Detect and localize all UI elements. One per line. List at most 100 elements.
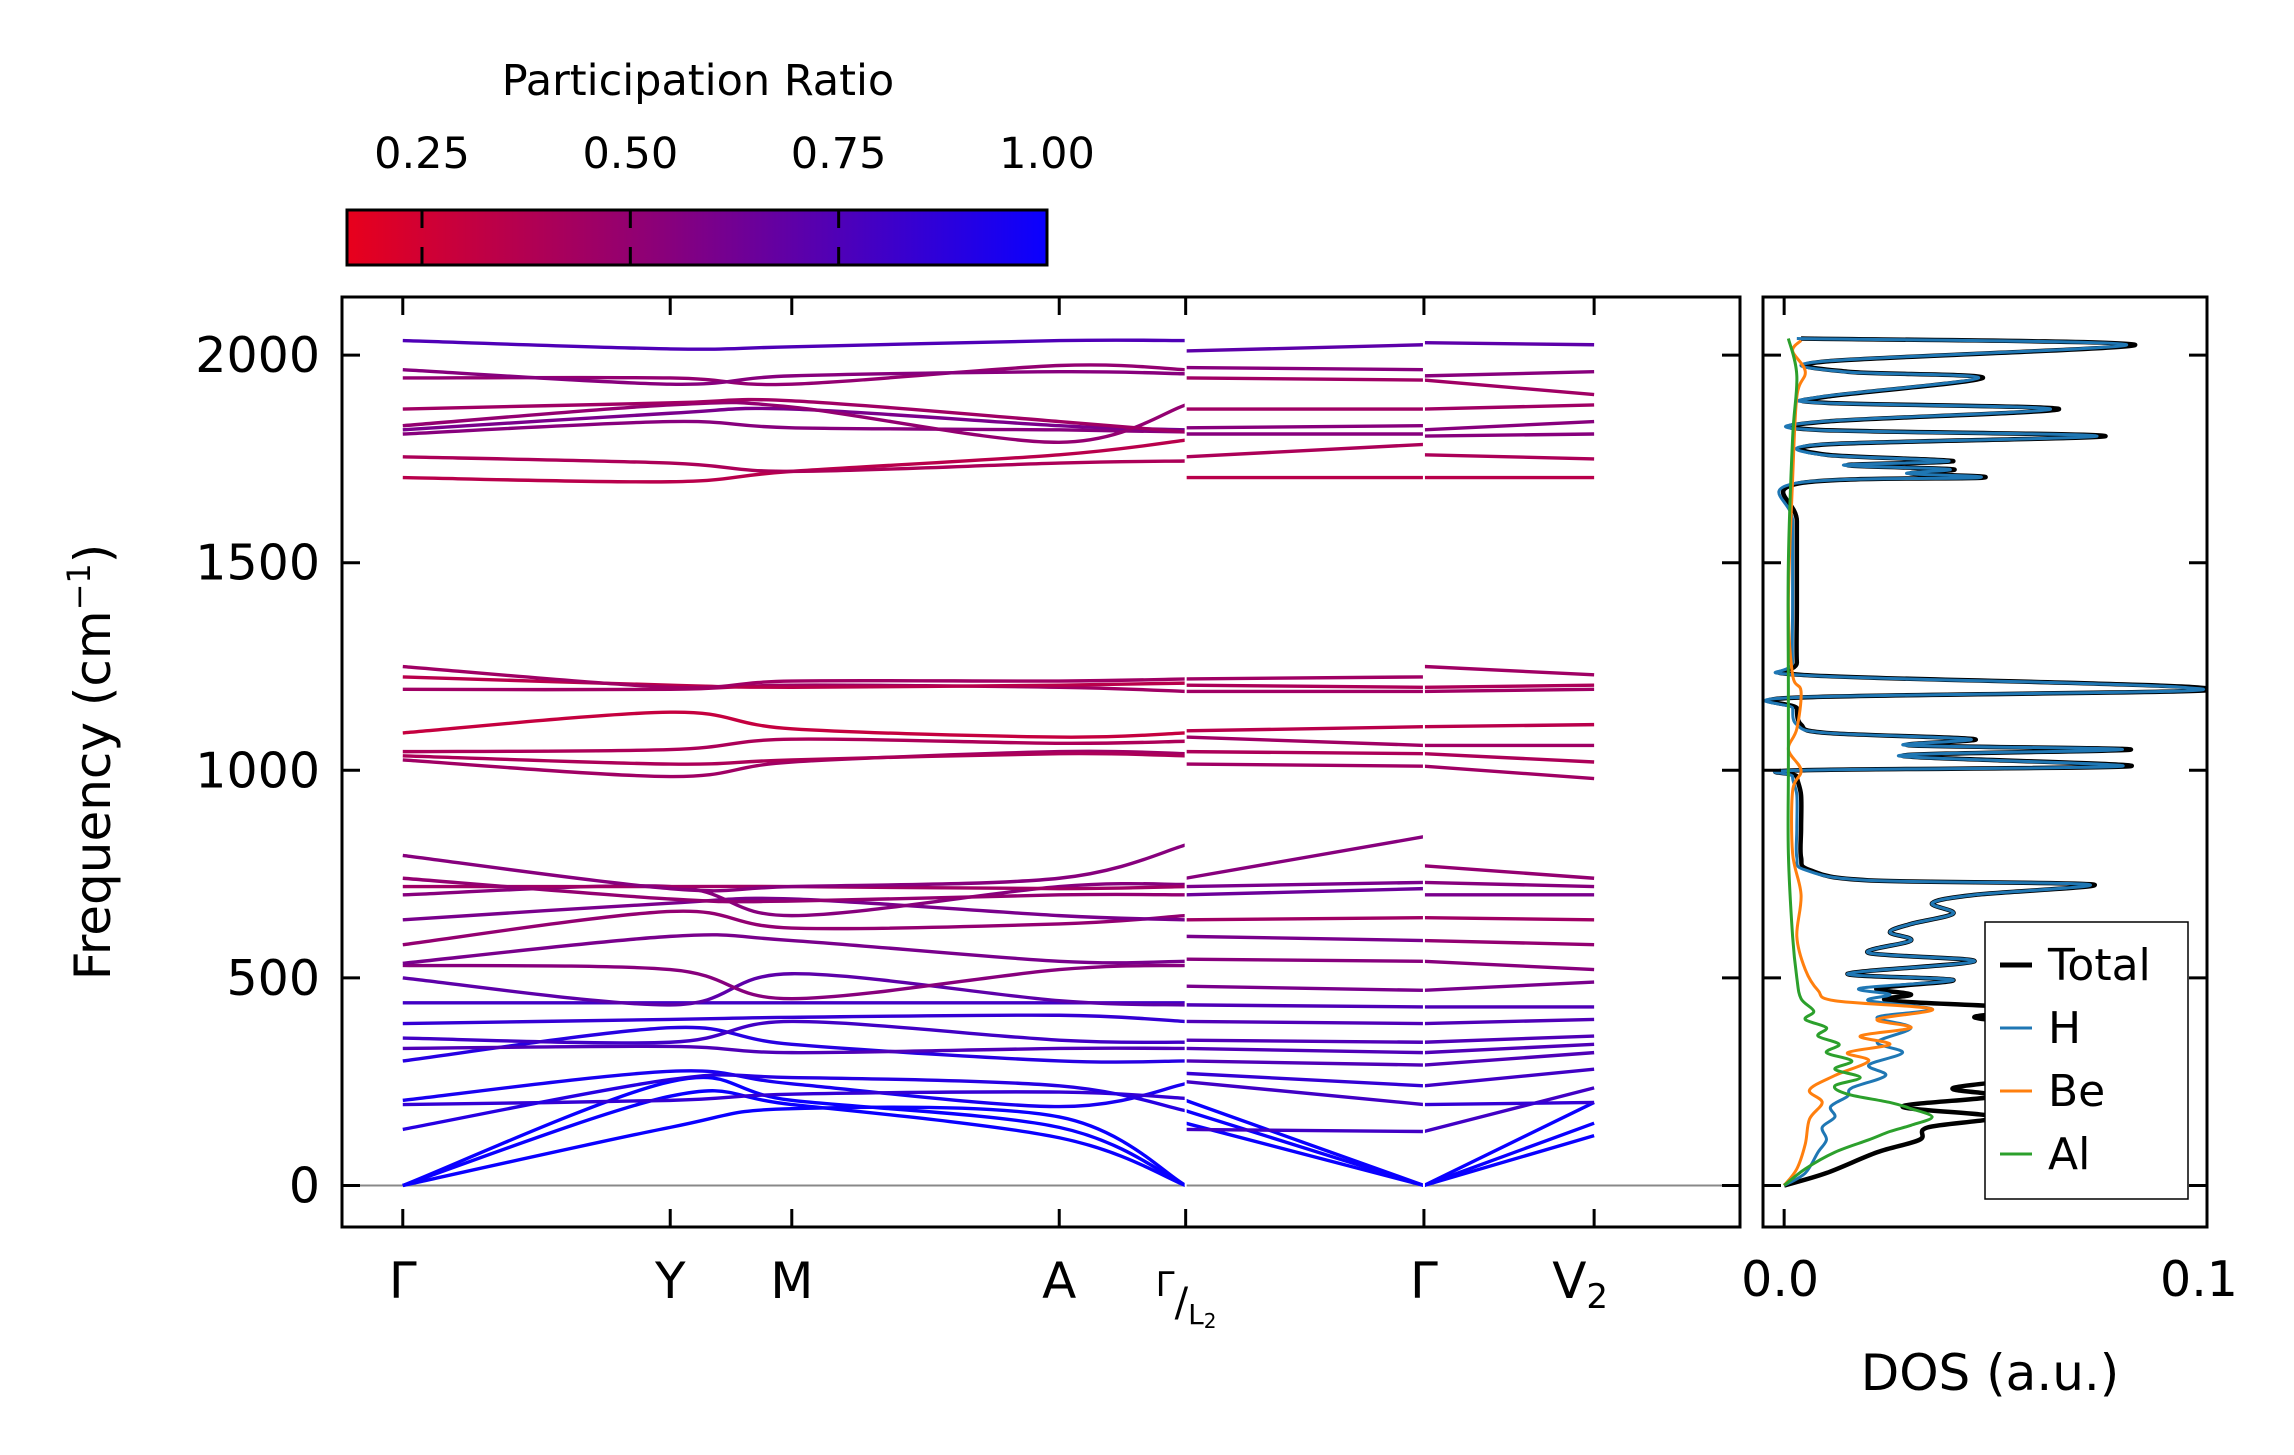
band-branch — [402, 1073, 1186, 1132]
band-branch — [402, 1013, 1186, 1026]
band-branch — [402, 843, 1187, 893]
k-point-label: A — [1042, 1252, 1076, 1310]
dos-frame — [1761, 295, 2209, 1229]
band-branch — [1185, 1038, 1424, 1044]
band-branch — [402, 1105, 1187, 1188]
band-branch — [402, 896, 1186, 922]
band-branch — [1185, 683, 1424, 689]
band-branch — [1185, 1019, 1424, 1026]
band-branch — [1423, 1034, 1595, 1044]
band-branch — [402, 963, 1186, 1001]
band-branch — [1423, 419, 1595, 432]
colorbar-tick-label: 0.50 — [582, 129, 678, 179]
band-branch — [1185, 934, 1424, 943]
band-branch — [402, 338, 1186, 351]
band-branch — [1423, 1121, 1595, 1188]
band-branch — [402, 1090, 1186, 1107]
band-branch — [1185, 725, 1424, 733]
colorbar-tick-label: 0.75 — [791, 129, 887, 179]
band-branch — [1423, 980, 1595, 993]
y-tick-label: 0 — [289, 1157, 320, 1214]
band-branch — [402, 683, 1186, 694]
band-branch — [402, 367, 1186, 386]
band-branch — [402, 909, 1186, 947]
k-point-label: M — [770, 1252, 813, 1310]
band-branch — [402, 455, 1186, 474]
band-branch — [1423, 1050, 1595, 1067]
band-branch — [1185, 376, 1424, 382]
band-branch — [1185, 442, 1425, 459]
band-branch — [1185, 1003, 1424, 1009]
band-branch — [402, 1069, 1186, 1109]
band-branch — [1423, 1086, 1595, 1134]
band-branch — [1185, 886, 1424, 897]
colorbar-tick-label: 0.25 — [374, 129, 470, 179]
band-branch — [402, 664, 1186, 690]
band-branch — [402, 400, 1187, 445]
band-branch — [402, 1025, 1186, 1064]
colorbar-title: Participation Ratio — [502, 56, 895, 106]
dos-x-tick-label: 0.1 — [2160, 1251, 2238, 1308]
k-point-label: Y — [654, 1252, 686, 1310]
band-branch — [402, 397, 1186, 434]
y-tick-label: 2000 — [195, 327, 320, 384]
band-branch — [1423, 378, 1595, 397]
band-branch — [1185, 735, 1424, 748]
band-branch — [402, 933, 1186, 966]
y-axis-label: Frequency (cm−1) — [60, 544, 122, 981]
band-branch — [1185, 343, 1424, 353]
band-branch — [1185, 1121, 1425, 1188]
band-branch — [1185, 957, 1424, 963]
band-branch — [1423, 687, 1595, 694]
band-branch — [1423, 403, 1595, 411]
band-branch — [402, 1019, 1186, 1045]
y-tick-label: 1500 — [195, 535, 320, 592]
band-branch — [1185, 1098, 1425, 1188]
band-branch — [1185, 1059, 1424, 1067]
band-branch — [402, 438, 1186, 484]
band-branch — [1423, 432, 1595, 438]
band-branch — [402, 972, 1186, 1007]
band-branch — [402, 737, 1186, 754]
band-branch — [1185, 1071, 1425, 1088]
band-branch — [1423, 959, 1595, 972]
legend-label: Al — [2048, 1129, 2090, 1180]
band-lines — [342, 317, 1740, 1207]
legend: Total H Be Al — [1984, 921, 2189, 1200]
band-branch — [1423, 722, 1595, 729]
k-point-label: V2 — [1552, 1252, 1608, 1317]
band-branch — [402, 876, 1186, 904]
band-axes: 0 500 1000 1500 2000 Γ Y M A Γ/L2 Γ V2 — [195, 297, 1740, 1333]
dos-x-tick-label: 0.0 — [1741, 1251, 1819, 1308]
colorbar-gradient — [345, 208, 1049, 267]
band-branch — [1423, 1100, 1595, 1107]
dos-panel: 0.0 0.1 DOS (a.u.) Total H Be Al — [1741, 295, 2238, 1402]
colorbar-ticks: 0.25 0.50 0.75 1.00 — [374, 129, 1095, 265]
band-branch — [1185, 1127, 1424, 1134]
colorbar-tick-label: 1.00 — [999, 129, 1095, 179]
band-branch — [1423, 880, 1595, 889]
band-branch — [1423, 915, 1595, 922]
dos-series-al — [1783, 338, 1934, 1187]
band-branch — [1423, 764, 1595, 781]
y-tick-label: 500 — [226, 950, 320, 1007]
band-branch — [1185, 1079, 1425, 1107]
band-frame — [340, 295, 1742, 1229]
band-branch — [1185, 424, 1424, 430]
band-branch — [1423, 1134, 1595, 1188]
band-branch — [402, 1089, 1187, 1188]
x-axis-label-dos: DOS (a.u.) — [1861, 1344, 2120, 1402]
legend-label: H — [2048, 1003, 2081, 1054]
dos-axes: 0.0 0.1 — [1741, 297, 2238, 1308]
band-branch — [1185, 984, 1424, 993]
legend-label: Total — [2047, 940, 2151, 991]
band-branch — [1423, 664, 1595, 677]
dos-lines — [1763, 336, 2207, 1188]
band-branch — [1423, 938, 1595, 947]
band-branch — [1423, 683, 1595, 689]
band-branch — [1185, 835, 1425, 880]
band-structure-panel: 0 500 1000 1500 2000 Γ Y M A Γ/L2 Γ V2 Frequency (c… — [60, 295, 1742, 1333]
band-branch — [1423, 340, 1595, 347]
band-branch — [1423, 864, 1595, 880]
